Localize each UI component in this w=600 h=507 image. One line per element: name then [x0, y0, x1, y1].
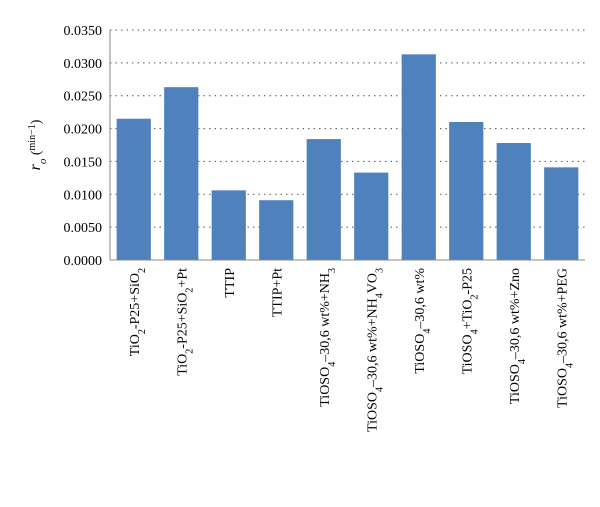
x-tick-label: TiOSO4–30,6 wt%+NH3 — [318, 268, 338, 407]
bar — [116, 118, 151, 260]
x-tick-label: TTIP — [223, 268, 238, 298]
bar — [544, 167, 579, 260]
x-tick-label: TiOSO4–30,6 wt%+PEG — [555, 268, 575, 408]
y-tick-label: 0.0050 — [64, 221, 103, 236]
x-tick-label: TTIP+Pt — [270, 268, 285, 317]
y-tick-label: 0.0250 — [64, 90, 103, 105]
bar — [259, 200, 294, 260]
bar — [401, 54, 436, 260]
bar — [354, 172, 389, 260]
bar — [164, 87, 199, 261]
x-tick-label: TiOSO4–30,6 wt% — [413, 268, 433, 374]
y-tick-label: 0.0300 — [64, 57, 103, 72]
y-tick-label: 0.0150 — [64, 155, 103, 170]
x-tick-label: TiOSO4+TiO2-P25 — [460, 268, 480, 374]
y-tick-label: 0.0350 — [64, 24, 103, 39]
bar — [306, 139, 341, 260]
x-tick-label: TiO2-P25+SiO2+Pt — [175, 268, 195, 376]
bar — [211, 190, 246, 260]
x-tick-label: TiOSO4–30,6 wt%+Zno — [508, 268, 528, 404]
bar — [449, 122, 484, 260]
bar — [496, 143, 531, 260]
x-tick-label: TiO2-P25+SiO2 — [128, 268, 148, 356]
x-tick-label: TiOSO4–30,6 wt%+NH4VO3 — [365, 268, 385, 432]
y-tick-label: 0.0200 — [64, 123, 103, 138]
y-tick-label: 0.0100 — [64, 188, 103, 203]
y-axis-label: ro (min−1) — [27, 119, 50, 170]
y-tick-label: 0.0000 — [64, 254, 103, 269]
